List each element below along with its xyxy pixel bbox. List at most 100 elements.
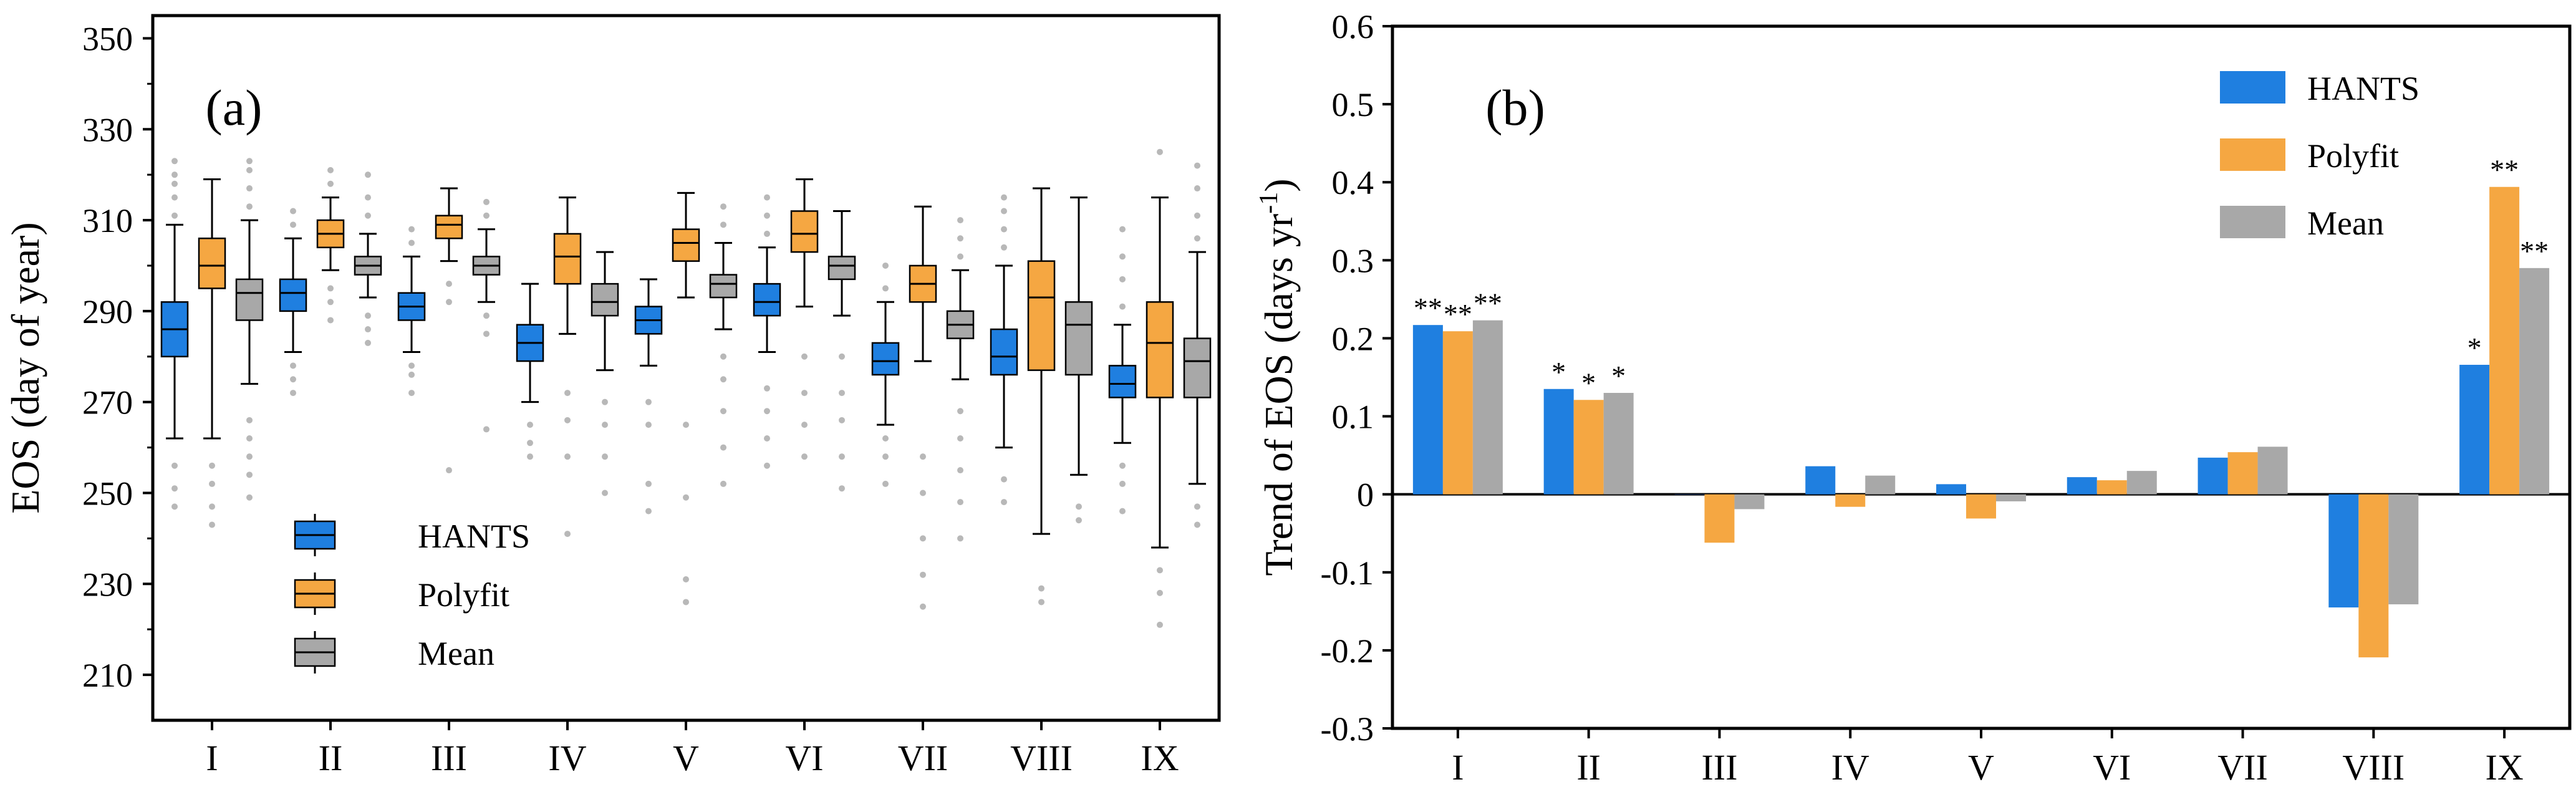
- outlier-point: [602, 453, 608, 460]
- y-axis-label-b-sup: -1: [1255, 192, 1283, 214]
- x-tick-label-a: III: [431, 738, 467, 778]
- box-body: [827, 256, 856, 281]
- outlier-point: [290, 376, 296, 383]
- outlier-point: [720, 221, 726, 228]
- bar-mean-IV: [1865, 475, 1896, 495]
- outlier-point: [764, 462, 770, 469]
- box-body: [235, 278, 264, 321]
- outlier-point: [602, 422, 608, 428]
- outlier-point: [882, 262, 889, 269]
- outlier-point: [920, 571, 926, 578]
- outlier-point: [882, 435, 889, 442]
- bar-mean-II: [1603, 393, 1634, 495]
- plot-frame-b: [1391, 24, 2572, 730]
- outlier-point: [1194, 521, 1200, 528]
- outlier-point: [327, 180, 334, 187]
- box-body: [753, 282, 781, 317]
- y-tick-label-a: 350: [82, 20, 133, 57]
- outlier-point: [1194, 162, 1200, 169]
- box-mean-IX: [1183, 162, 1212, 528]
- outlier-point: [171, 503, 178, 510]
- outlier-point: [645, 398, 652, 405]
- bar-hants-IX: [2459, 364, 2490, 495]
- bar-polyfit-VIII: [2358, 494, 2389, 658]
- legend-label-hants: HANTS: [418, 518, 530, 555]
- outlier-point: [246, 494, 253, 501]
- box-body: [1064, 301, 1093, 376]
- outlier-point: [920, 490, 926, 496]
- bar-mean-III: [1734, 494, 1765, 509]
- outlier-point: [527, 440, 533, 447]
- legend-a: HANTS Polyfit Mean: [294, 514, 530, 674]
- box-hants-IX: [1108, 226, 1137, 514]
- outlier-point: [1157, 621, 1163, 628]
- outlier-point: [645, 422, 652, 428]
- outlier-point: [408, 371, 415, 378]
- outlier-point: [720, 444, 726, 451]
- box-mean-IV: [591, 251, 619, 496]
- y-tick-label-a: 310: [82, 202, 133, 239]
- outlier-point: [365, 194, 371, 201]
- outlier-point: [171, 194, 178, 201]
- outlier-point: [564, 531, 571, 538]
- bar-mean-VIII: [2388, 494, 2419, 605]
- outlier-point: [1194, 235, 1200, 242]
- box-polyfit-VII: [909, 205, 937, 610]
- y-tick-label-b: 0: [1357, 476, 1374, 514]
- y-axis-label-b-main: Trend of EOS (days yr: [1257, 214, 1301, 576]
- outlier-point: [1119, 253, 1126, 260]
- x-tick-label-b: IX: [2486, 747, 2524, 787]
- x-tick-label-b: II: [1576, 747, 1601, 787]
- outlier-point: [839, 390, 845, 397]
- outlier-point: [246, 417, 253, 423]
- outlier-point: [957, 435, 963, 442]
- y-tick-label-b: 0.2: [1332, 320, 1374, 357]
- outlier-point: [246, 185, 253, 192]
- box-mean-III: [472, 198, 501, 433]
- outlier-point: [764, 212, 770, 219]
- box-polyfit-VI: [790, 178, 819, 460]
- box-body: [279, 278, 307, 312]
- outlier-point: [408, 390, 415, 397]
- outlier-point: [327, 167, 334, 173]
- box-hants-IV: [516, 282, 544, 460]
- outlier-point: [1119, 303, 1126, 310]
- outlier-point: [882, 453, 889, 460]
- outlier-point: [564, 453, 571, 460]
- bar-mean-V: [1996, 494, 2026, 501]
- y-tick-label-a: 330: [82, 111, 133, 148]
- outlier-point: [957, 253, 963, 260]
- outlier-point: [920, 535, 926, 542]
- box-body: [591, 282, 619, 317]
- x-tick-label-b: IV: [1831, 747, 1869, 787]
- outlier-point: [408, 239, 415, 246]
- box-hants-VI: [753, 194, 781, 469]
- outlier-point: [1119, 480, 1126, 487]
- y-tick-label-b: 0.4: [1332, 164, 1374, 201]
- outlier-point: [209, 480, 215, 487]
- bar-polyfit-VII: [2227, 452, 2258, 495]
- legend-label-polyfit: Polyfit: [418, 576, 509, 614]
- outlier-point: [720, 203, 726, 210]
- bar-polyfit-IX: [2489, 186, 2520, 495]
- legend-label-mean: Mean: [418, 635, 494, 672]
- bar-hants-VI: [2067, 477, 2097, 495]
- outlier-point: [801, 453, 808, 460]
- outlier-point: [483, 331, 490, 337]
- y-tick-label-b: -0.2: [1321, 632, 1374, 670]
- outlier-point: [602, 398, 608, 405]
- outlier-point: [446, 281, 452, 287]
- outlier-point: [1157, 148, 1163, 155]
- outlier-point: [290, 362, 296, 369]
- outlier-point: [171, 158, 178, 165]
- outlier-point: [365, 339, 371, 346]
- bar-hants-VII: [2197, 457, 2228, 495]
- outlier-point: [209, 462, 215, 469]
- outlier-point: [801, 353, 808, 360]
- outlier-point: [446, 467, 452, 474]
- box-polyfit-VIII: [1027, 187, 1056, 606]
- outlier-point: [483, 198, 490, 205]
- outlier-point: [290, 390, 296, 397]
- outlier-point: [483, 212, 490, 219]
- significance-mark: **: [2520, 235, 2549, 267]
